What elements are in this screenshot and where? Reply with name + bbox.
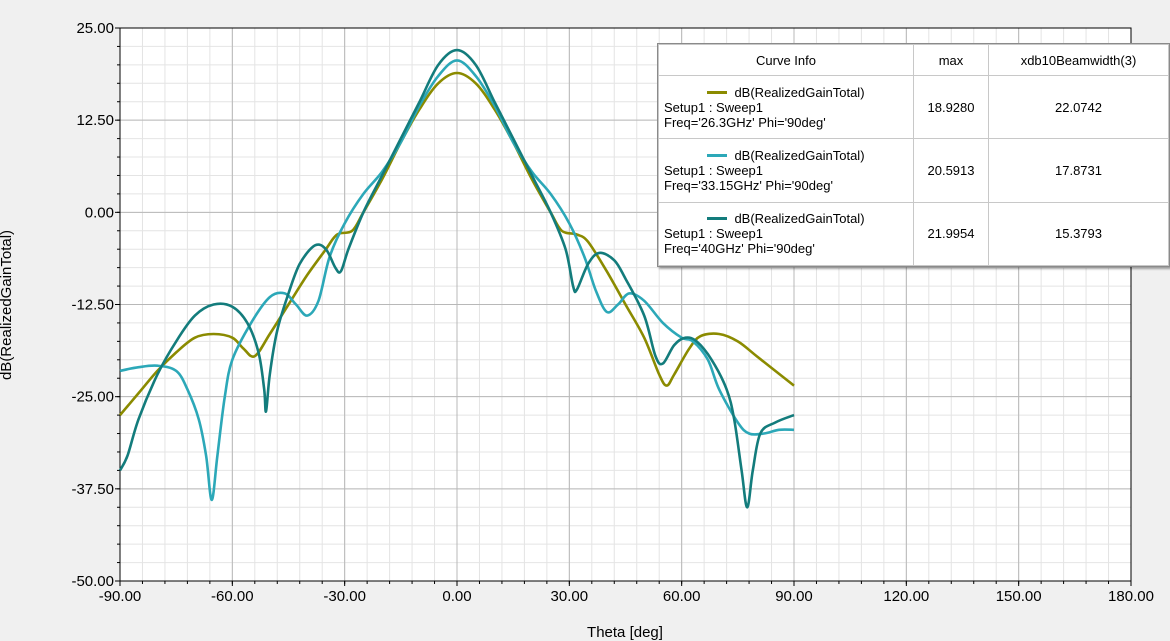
series-max: 18.9280 [913, 74, 989, 140]
curve-info-cell: dB(RealizedGainTotal) Setup1 : Sweep1 Fr… [658, 74, 914, 140]
curve-info-cell: dB(RealizedGainTotal) Setup1 : Sweep1 Fr… [658, 138, 914, 203]
series-freq: Freq='33.15GHz' Phi='90deg' [664, 177, 833, 193]
series-setup: Setup1 : Sweep1 [664, 99, 764, 115]
series-beamwidth: 15.3793 [988, 201, 1169, 267]
curves [118, 48, 795, 509]
series-name: dB(RealizedGainTotal) [734, 211, 865, 227]
y-tick-label: 25.00 [76, 20, 114, 37]
axis-ticks: -90.00 -60.00 -30.00 0.00 30.00 60.00 90.00 120… [71, 20, 1153, 605]
x-tick-label: 0.00 [442, 588, 471, 605]
series-line-2[interactable] [119, 59, 795, 502]
y-tick-label: -50.00 [71, 573, 114, 590]
series-beamwidth: 17.8731 [988, 138, 1169, 203]
series-line-3[interactable] [118, 48, 795, 509]
series-freq: Freq='40GHz' Phi='90deg' [664, 241, 815, 257]
y-tick-label: -25.00 [71, 389, 114, 406]
y-axis-title: dB(RealizedGainTotal) [0, 230, 15, 380]
x-tick-label: -60.00 [211, 588, 254, 605]
x-tick-label: 30.00 [551, 588, 589, 605]
series-line-1[interactable] [119, 71, 795, 416]
series-setup: Setup1 : Sweep1 [664, 226, 764, 242]
header-curve-info: Curve Info [658, 44, 914, 76]
y-tick-label: -12.50 [71, 297, 114, 314]
grid [119, 27, 1132, 582]
series-max: 21.9954 [913, 201, 989, 267]
x-tick-label: -90.00 [99, 588, 142, 605]
legend-row-2[interactable]: dB(RealizedGainTotal) Setup1 : Sweep1 Fr… [658, 138, 1169, 203]
header-max: max [913, 44, 989, 76]
x-axis-title: Theta [deg] [587, 624, 663, 641]
legend-header-row: Curve Info max xdb10Beamwidth(3) [658, 44, 1169, 76]
x-tick-label: 90.00 [775, 588, 813, 605]
series-swatch [707, 217, 728, 221]
series-freq: Freq='26.3GHz' Phi='90deg' [664, 114, 826, 130]
legend-row-1[interactable]: dB(RealizedGainTotal) Setup1 : Sweep1 Fr… [658, 74, 1169, 140]
legend-row-3[interactable]: dB(RealizedGainTotal) Setup1 : Sweep1 Fr… [658, 201, 1169, 267]
series-beamwidth: 22.0742 [988, 74, 1169, 140]
series-max: 20.5913 [913, 138, 989, 203]
y-tick-label: 0.00 [85, 204, 114, 221]
legend-table: Curve Info max xdb10Beamwidth(3) dB(Real… [658, 44, 1169, 267]
series-name: dB(RealizedGainTotal) [734, 147, 865, 163]
series-swatch [707, 153, 728, 157]
x-tick-label: 120.00 [883, 588, 929, 605]
x-tick-label: 150.00 [996, 588, 1042, 605]
curve-info-cell: dB(RealizedGainTotal) Setup1 : Sweep1 Fr… [658, 201, 914, 267]
x-tick-label: 180.00 [1108, 588, 1154, 605]
series-name: dB(RealizedGainTotal) [734, 84, 865, 100]
x-tick-label: -30.00 [323, 588, 366, 605]
series-setup: Setup1 : Sweep1 [664, 162, 764, 178]
y-tick-label: 12.50 [76, 112, 114, 129]
x-tick-label: 60.00 [663, 588, 701, 605]
header-beamwidth: xdb10Beamwidth(3) [988, 44, 1169, 76]
series-swatch [707, 90, 728, 94]
y-tick-label: -37.50 [71, 481, 114, 498]
curve-info-legend[interactable]: Curve Info max xdb10Beamwidth(3) dB(Real… [657, 43, 1170, 267]
